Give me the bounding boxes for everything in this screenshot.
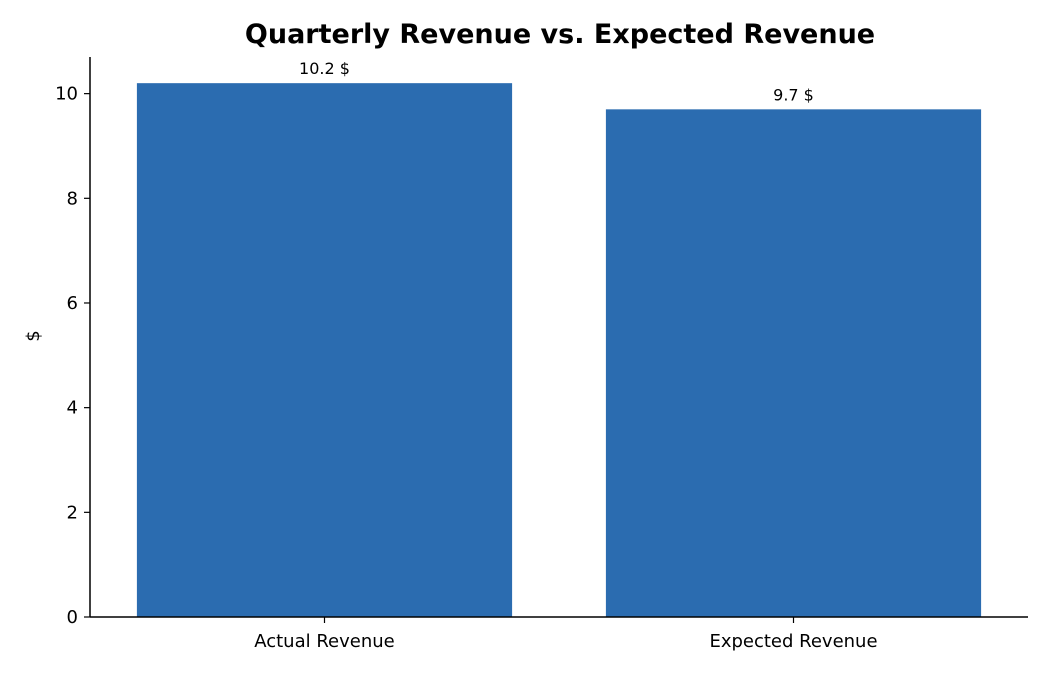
x-ticks-group: Actual Revenue Expected Revenue [254, 617, 878, 652]
y-tick-label: 4 [67, 398, 78, 419]
bar-value-label: 9.7 $ [773, 85, 814, 104]
chart-title: Quarterly Revenue vs. Expected Revenue [245, 19, 875, 50]
y-tick-label: 8 [67, 188, 78, 209]
y-axis-label: $ [23, 330, 44, 341]
bar [136, 83, 513, 618]
y-ticks-group: 0 2 4 6 8 10 [55, 84, 90, 628]
y-tick-label: 0 [67, 607, 78, 628]
bar-value-label: 10.2 $ [299, 59, 350, 78]
y-tick-label: 6 [67, 293, 78, 314]
bar [605, 109, 982, 617]
axes-group [89, 57, 1028, 618]
y-tick-label: 10 [55, 84, 78, 105]
bars-group [136, 83, 982, 618]
y-tick-label: 2 [67, 502, 78, 523]
x-tick-label: Actual Revenue [254, 631, 395, 652]
x-tick-label: Expected Revenue [709, 631, 877, 652]
data-labels-group: 10.2 $ 9.7 $ [299, 59, 814, 104]
